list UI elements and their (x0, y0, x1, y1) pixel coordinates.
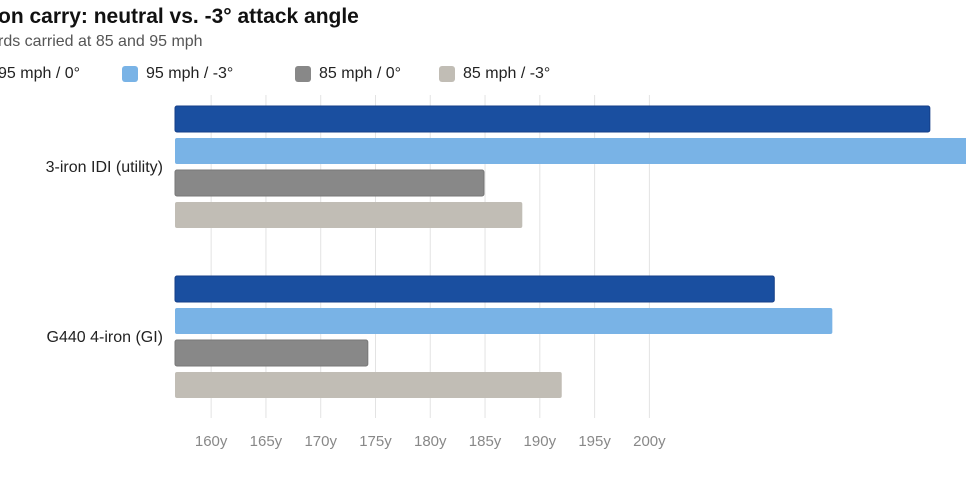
x-tick-label: 165y (250, 433, 283, 450)
chart-subtitle: rds carried at 85 and 95 mph (0, 33, 203, 50)
bar (175, 138, 966, 164)
bar (174, 169, 485, 197)
bar (174, 339, 369, 367)
legend-label: 85 mph / -3° (463, 65, 551, 82)
bar (175, 372, 562, 398)
x-tick-label: 190y (524, 433, 557, 450)
chart-title: on carry: neutral vs. -3° attack angle (0, 5, 359, 28)
x-tick-label: 200y (633, 433, 666, 450)
x-tick-label: 160y (195, 433, 228, 450)
legend-label: 95 mph / 0° (0, 65, 80, 82)
legend-swatch (295, 66, 311, 82)
legend-item-85-3: 85 mph / -3° (439, 65, 550, 83)
x-tick-label: 175y (359, 433, 392, 450)
x-tick-label: 185y (469, 433, 502, 450)
bar (174, 105, 931, 133)
bar (175, 202, 523, 228)
x-tick-label: 180y (414, 433, 447, 450)
legend-label: 85 mph / 0° (319, 65, 401, 82)
legend-item-95-0: 95 mph / 0° (0, 65, 80, 83)
legend-swatch (439, 66, 455, 82)
x-tick-label: 170y (304, 433, 337, 450)
category-label: 3-iron IDI (utility) (46, 159, 163, 176)
legend-item-85-0: 85 mph / 0° (295, 65, 401, 83)
bar (174, 275, 775, 303)
category-label: G440 4-iron (GI) (47, 329, 163, 346)
bar (175, 308, 833, 334)
legend-item-95-3: 95 mph / -3° (122, 65, 233, 83)
x-tick-label: 195y (578, 433, 611, 450)
legend-label: 95 mph / -3° (146, 65, 234, 82)
legend-swatch (122, 66, 138, 82)
